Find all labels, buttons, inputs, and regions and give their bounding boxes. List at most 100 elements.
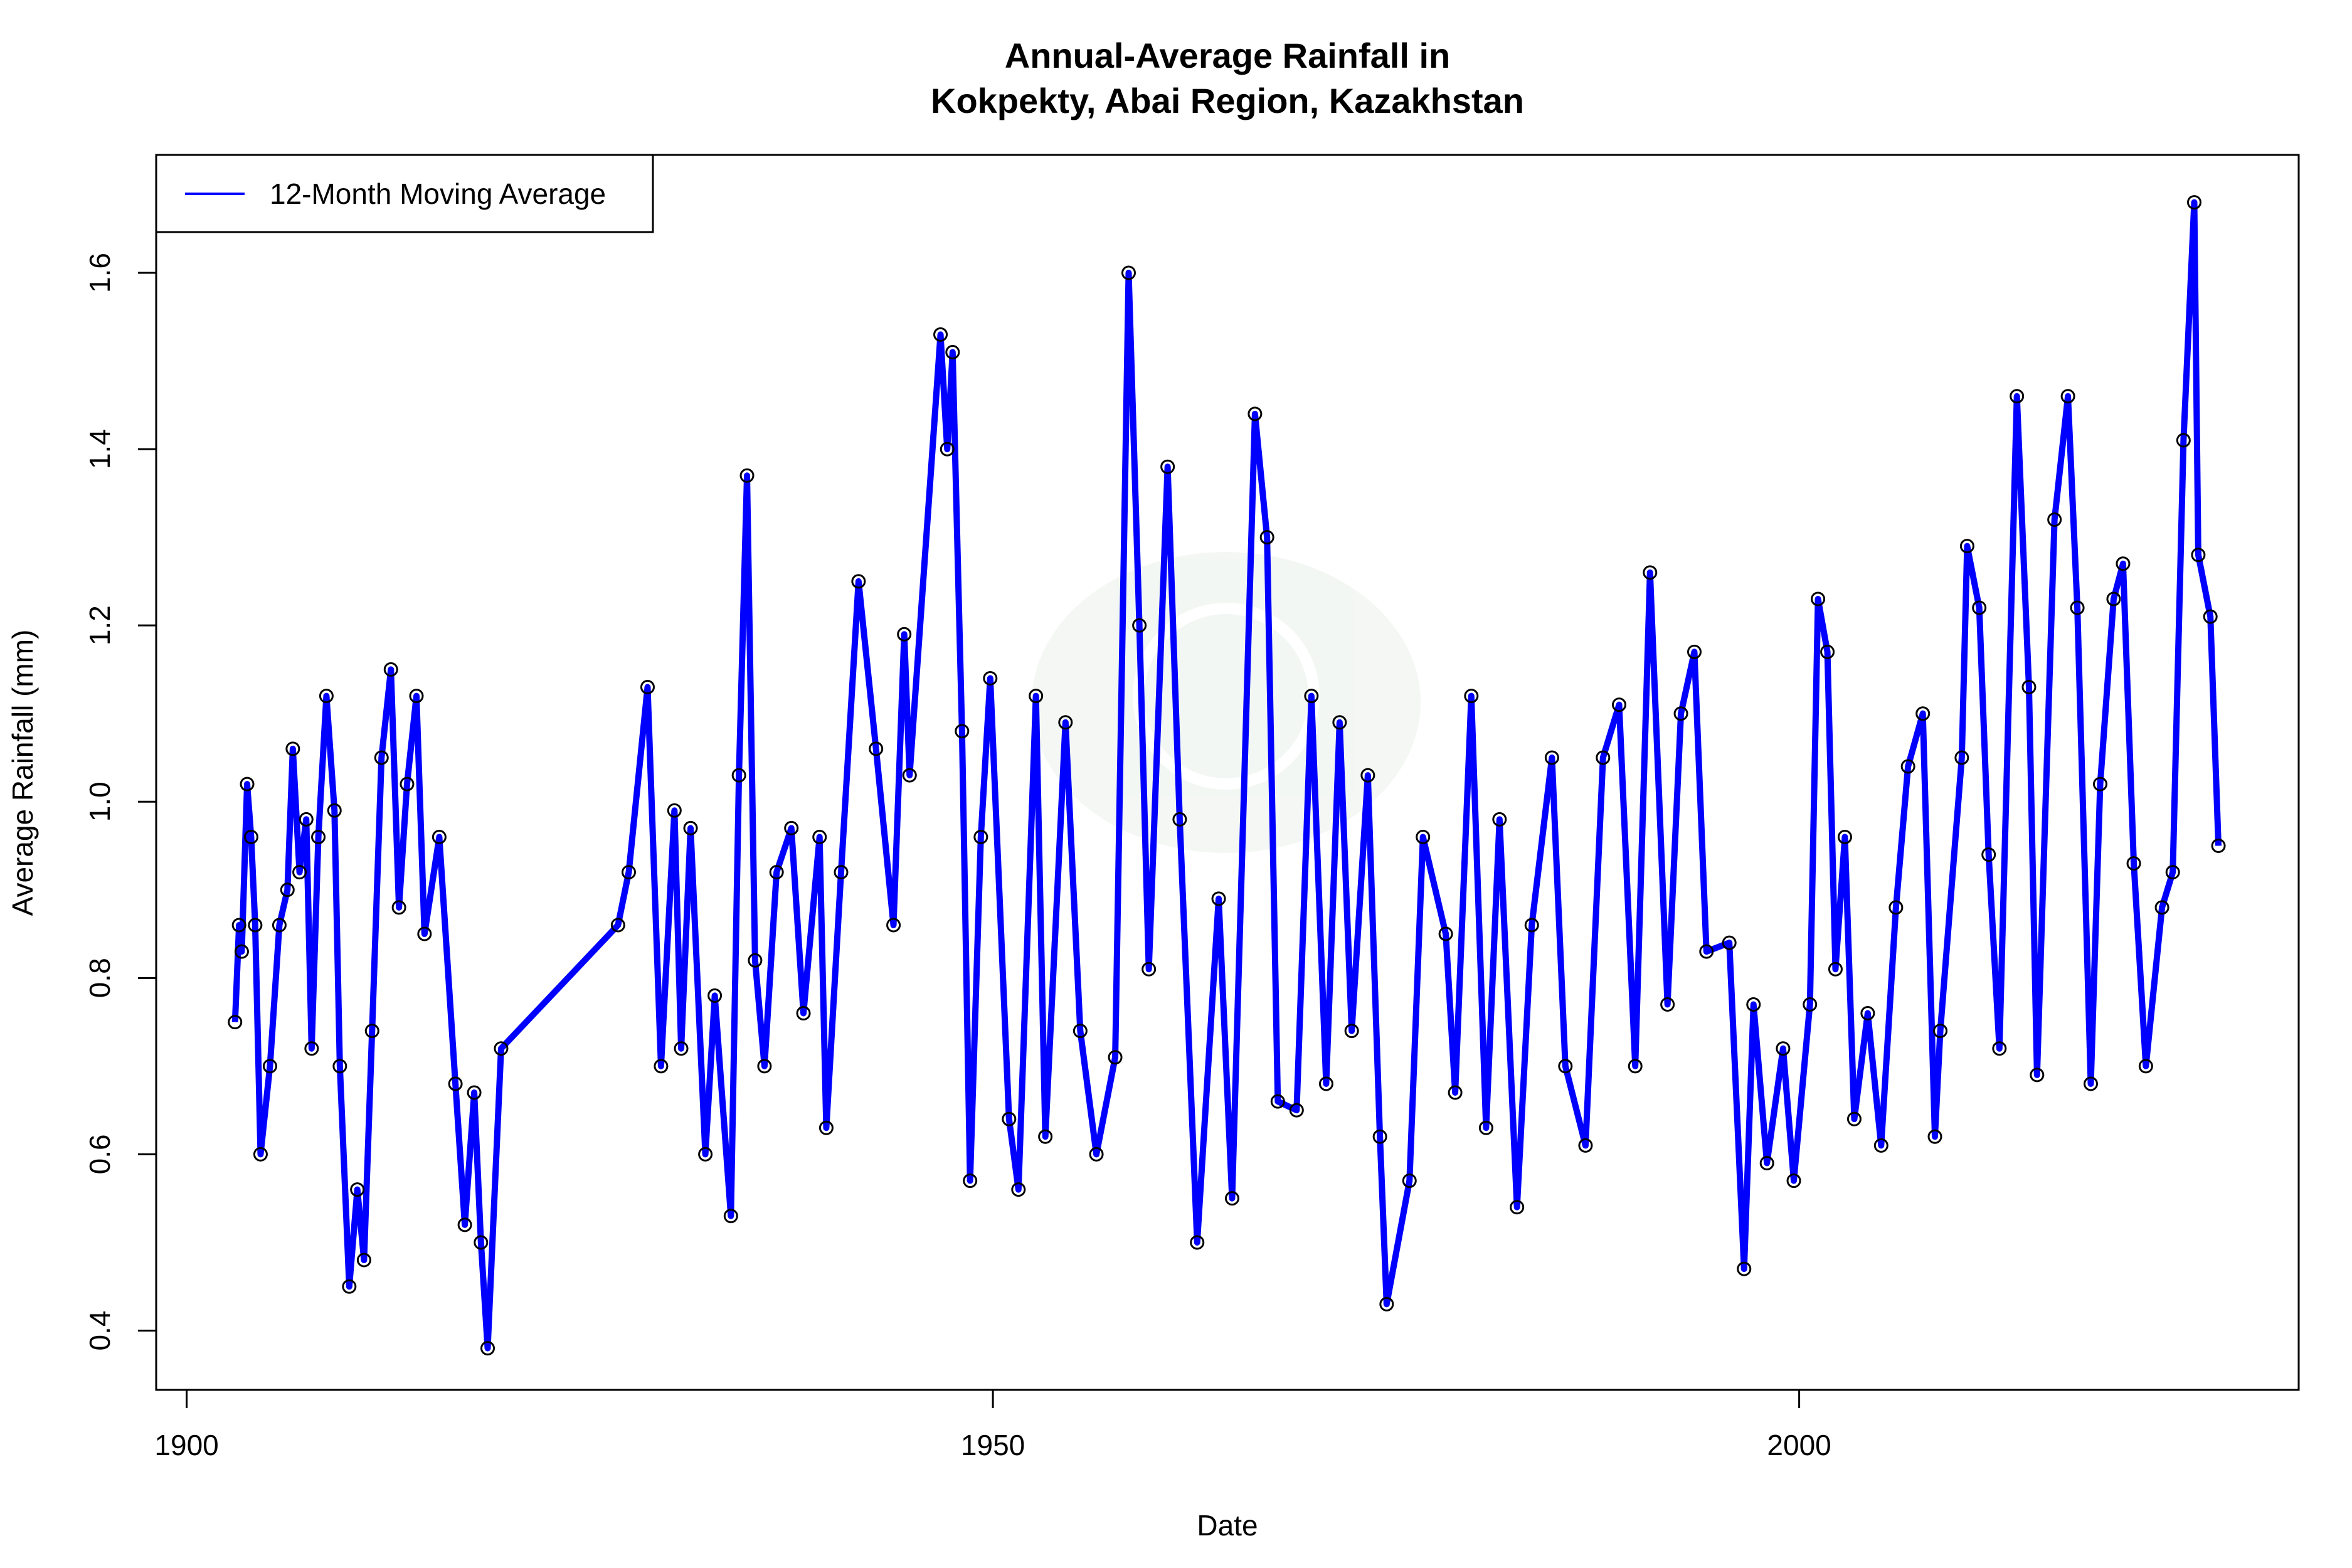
y-tick-label: 0.6 bbox=[83, 1134, 116, 1174]
data-point bbox=[933, 327, 948, 342]
data-point bbox=[240, 776, 255, 792]
data-point bbox=[2093, 776, 2108, 792]
chart-title-line-1: Annual-Average Rainfall in bbox=[1005, 36, 1451, 75]
data-point bbox=[1289, 1103, 1304, 1118]
data-point bbox=[2047, 512, 2062, 527]
data-point bbox=[886, 918, 901, 933]
data-point bbox=[2116, 556, 2131, 571]
data-point bbox=[610, 918, 625, 933]
data-point bbox=[391, 900, 406, 915]
data-point bbox=[2186, 195, 2201, 210]
data-point bbox=[1270, 1094, 1285, 1109]
data-point bbox=[621, 865, 636, 880]
data-point bbox=[1011, 1182, 1026, 1197]
data-point bbox=[1332, 715, 1347, 730]
data-point bbox=[2126, 856, 2141, 871]
data-point bbox=[1318, 1076, 1333, 1091]
data-point bbox=[1746, 997, 1761, 1012]
data-point bbox=[2154, 900, 2169, 915]
data-point bbox=[2106, 591, 2121, 607]
data-point bbox=[2010, 389, 2025, 404]
data-point bbox=[1211, 891, 1226, 906]
data-point bbox=[350, 1182, 365, 1197]
data-point bbox=[327, 803, 342, 818]
series-line bbox=[231, 199, 2222, 1352]
data-point bbox=[739, 468, 755, 483]
data-point bbox=[494, 1041, 509, 1056]
data-point bbox=[2165, 865, 2180, 880]
data-point bbox=[1759, 1155, 1774, 1170]
data-point bbox=[1073, 1024, 1088, 1039]
data-point bbox=[757, 1059, 772, 1074]
data-point bbox=[869, 741, 884, 756]
data-point bbox=[1492, 812, 1507, 827]
data-point bbox=[1927, 1129, 1942, 1144]
data-point bbox=[818, 1120, 834, 1135]
data-point bbox=[1038, 1129, 1053, 1144]
y-tick-label: 0.8 bbox=[83, 958, 116, 998]
data-point bbox=[1058, 715, 1073, 730]
data-point bbox=[1981, 847, 1996, 862]
data-point bbox=[1478, 1120, 1493, 1135]
data-point bbox=[467, 1085, 482, 1100]
data-point bbox=[1544, 750, 1559, 765]
data-point bbox=[409, 689, 424, 704]
data-point bbox=[1846, 1111, 1862, 1126]
data-point bbox=[1959, 539, 1974, 554]
data-point bbox=[332, 1059, 347, 1074]
data-point bbox=[955, 724, 970, 739]
data-point bbox=[1372, 1129, 1387, 1144]
data-point bbox=[243, 829, 258, 844]
y-tick-label: 0.4 bbox=[83, 1311, 116, 1351]
x-axis-label: Date bbox=[1197, 1509, 1258, 1542]
data-point bbox=[2176, 433, 2191, 448]
data-point bbox=[342, 1279, 357, 1294]
data-point bbox=[2030, 1067, 2045, 1083]
data-point bbox=[304, 1041, 319, 1056]
data-point bbox=[248, 918, 263, 933]
x-axis: 1900 1950 2000 bbox=[154, 1390, 1831, 1461]
data-point bbox=[1438, 926, 1453, 941]
x-tick-label: 1950 bbox=[961, 1429, 1025, 1461]
data-point bbox=[1132, 618, 1147, 633]
data-point bbox=[228, 1015, 243, 1030]
data-point bbox=[2138, 1059, 2153, 1074]
data-point bbox=[1108, 1050, 1123, 1065]
data-point bbox=[640, 680, 655, 695]
data-point bbox=[1224, 1191, 1239, 1206]
data-point bbox=[1673, 706, 1688, 721]
data-point bbox=[356, 1253, 371, 1268]
data-point bbox=[1416, 829, 1431, 844]
data-point bbox=[262, 1059, 277, 1074]
legend-entry: 12-Month Moving Average bbox=[270, 177, 606, 210]
data-point bbox=[1360, 768, 1375, 783]
data-point bbox=[1259, 530, 1274, 545]
data-point bbox=[834, 865, 849, 880]
data-point bbox=[2021, 680, 2037, 695]
chart-title-line-2: Kokpekty, Abai Region, Kazakhstan bbox=[931, 81, 1524, 120]
data-point bbox=[731, 768, 746, 783]
data-point bbox=[480, 1341, 495, 1356]
data-point bbox=[1888, 900, 1904, 915]
data-point bbox=[851, 574, 866, 589]
data-point bbox=[1464, 689, 1479, 704]
data-point bbox=[2060, 389, 2075, 404]
data-point bbox=[319, 689, 334, 704]
data-point bbox=[1612, 697, 1627, 712]
data-point bbox=[400, 776, 415, 792]
data-point bbox=[1628, 1059, 1643, 1074]
data-point bbox=[1190, 1235, 1205, 1250]
data-point bbox=[1160, 459, 1175, 474]
series-12-month-moving-average bbox=[228, 195, 2226, 1356]
data-point bbox=[474, 1235, 489, 1250]
data-point bbox=[1510, 1200, 1525, 1215]
data-point bbox=[417, 926, 432, 941]
data-point bbox=[723, 1209, 738, 1224]
data-point bbox=[683, 820, 698, 835]
data-point bbox=[432, 829, 447, 844]
x-tick-label: 2000 bbox=[1767, 1429, 1831, 1461]
y-tick-label: 1.4 bbox=[83, 429, 116, 469]
data-point bbox=[1596, 750, 1611, 765]
data-point bbox=[1643, 565, 1658, 580]
data-point bbox=[667, 803, 682, 818]
